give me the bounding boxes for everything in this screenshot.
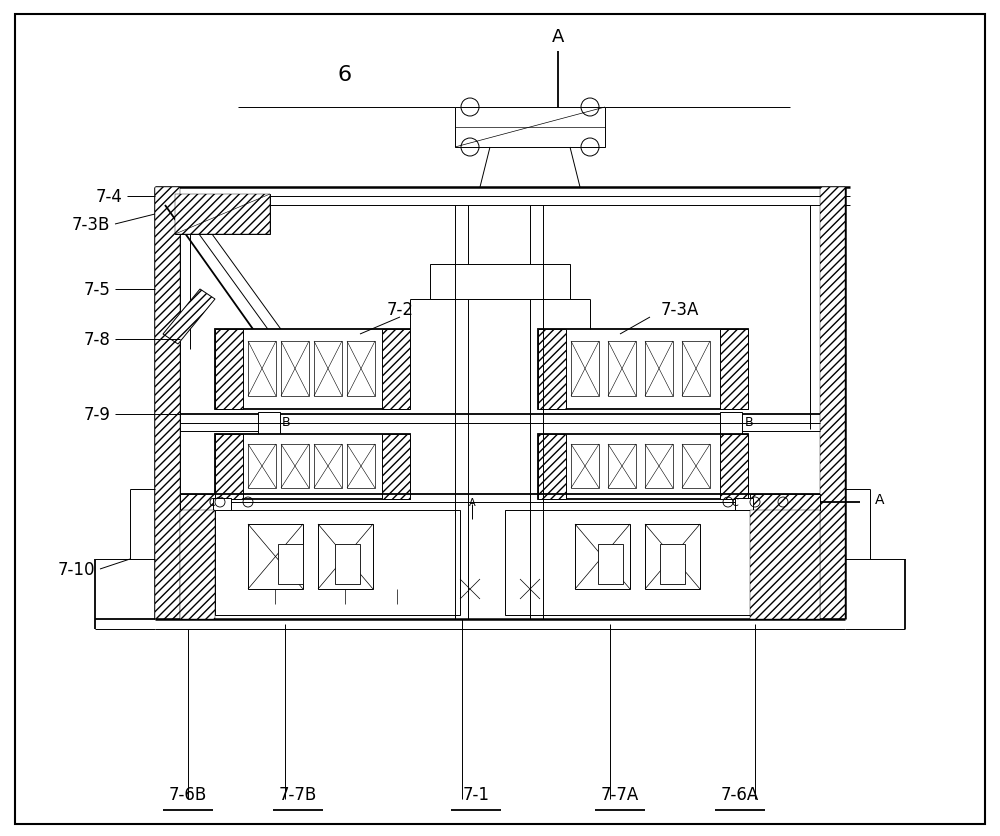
Bar [213,498,231,517]
Text: 7-7A: 7-7A [601,785,639,803]
Bar [175,195,270,235]
Text: 7-3B: 7-3B [72,216,110,234]
Bar [215,511,460,615]
Bar [645,524,700,589]
Text: 6: 6 [338,65,352,85]
Bar [318,524,373,589]
Bar [645,445,673,488]
Bar [598,544,623,584]
Bar [538,329,566,410]
Bar [720,435,748,499]
Text: 7-6B: 7-6B [169,785,207,803]
Bar [248,524,303,589]
Bar [645,342,673,396]
Text: 7-1: 7-1 [463,785,490,803]
Text: A: A [469,497,475,507]
Bar [215,329,410,410]
Bar [735,498,753,517]
Bar [430,265,570,299]
Bar [682,342,710,396]
Bar [215,435,410,499]
Bar [538,329,748,410]
Bar [335,544,360,584]
Text: 7-2: 7-2 [387,301,414,319]
Polygon shape [175,195,270,235]
Bar [750,494,820,511]
Text: C: C [209,497,215,507]
Bar [314,342,342,396]
Bar [215,329,243,410]
Bar [281,445,309,488]
Text: 7-9: 7-9 [83,405,110,424]
Bar [571,342,599,396]
Bar [538,435,748,499]
Bar [180,494,215,511]
Text: 7-4: 7-4 [95,188,122,206]
Text: B: B [745,415,754,428]
Polygon shape [155,188,180,619]
Polygon shape [820,188,845,619]
Bar [720,329,748,410]
Bar [505,511,765,615]
Text: 7-5: 7-5 [83,281,110,298]
Text: A: A [552,28,564,46]
Bar [248,342,276,396]
Text: 7-7B: 7-7B [279,785,317,803]
Bar [571,445,599,488]
Bar [215,435,243,499]
Text: C: C [732,497,738,507]
Text: 7-10: 7-10 [58,560,95,579]
Bar [538,435,566,499]
Bar [720,412,742,435]
Bar [281,342,309,396]
Bar [608,342,636,396]
Bar [660,544,685,584]
Bar [608,445,636,488]
Text: 7-3A: 7-3A [661,301,699,319]
Text: 7-8: 7-8 [83,330,110,349]
Bar [347,445,375,488]
Text: A: A [875,492,885,507]
Bar [575,524,630,589]
Bar [278,544,303,584]
Polygon shape [750,511,820,619]
Bar [382,329,410,410]
Bar [455,108,605,148]
Polygon shape [163,289,215,344]
Bar [258,412,280,435]
Bar [682,445,710,488]
Bar [347,342,375,396]
Bar [314,445,342,488]
Bar [248,445,276,488]
Bar [382,435,410,499]
Polygon shape [180,511,215,619]
Text: 7-6A: 7-6A [721,785,759,803]
Text: B: B [282,415,291,428]
